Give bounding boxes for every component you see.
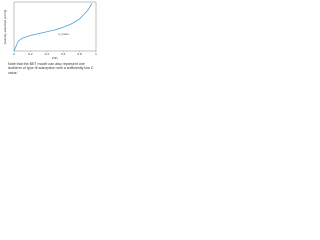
annotation: n_mono — [58, 32, 69, 36]
y-axis-label: Quantity adsorbed (cm³/g) — [3, 10, 7, 45]
x-tick-label: 0.8 — [78, 52, 83, 56]
chart: Quantity adsorbed (cm³/g) P/P₀ n_mono 0 0… — [3, 1, 97, 60]
x-tick-label: 0.6 — [61, 52, 66, 56]
x-tick-label: 0.2 — [28, 52, 33, 56]
page: Quantity adsorbed (cm³/g) P/P₀ n_mono 0 0… — [0, 0, 100, 89]
x-axis-label: P/P₀ — [52, 56, 59, 60]
x-tick-label: 0 — [13, 52, 15, 56]
caption: Note that the BET model can also represe… — [8, 62, 94, 75]
x-tick-label: 1 — [95, 52, 97, 56]
line — [13, 3, 93, 52]
plot-frame — [13, 1, 97, 52]
x-tick-label: 0.4 — [45, 52, 50, 56]
